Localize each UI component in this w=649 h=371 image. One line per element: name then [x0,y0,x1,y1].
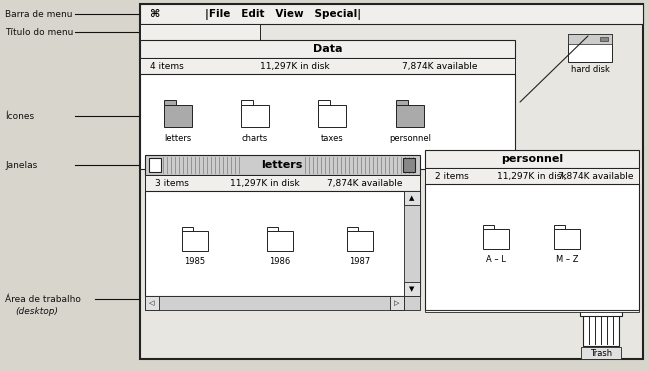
Text: A – L: A – L [486,255,506,263]
Bar [140,74,515,169]
Text: Área de trabalho: Área de trabalho [5,295,81,303]
Text: ▼: ▼ [410,286,415,292]
Text: 11,297K in disk: 11,297K in disk [230,178,300,187]
Text: 4 items: 4 items [150,62,184,70]
Bar [403,158,415,172]
Bar [396,105,424,127]
Bar [581,347,621,359]
Text: ▷: ▷ [395,300,400,306]
Bar [404,191,420,205]
Text: 2 items: 2 items [435,171,469,181]
Bar [554,225,565,229]
Text: 7,874K available: 7,874K available [327,178,403,187]
Text: ◁: ◁ [149,300,154,306]
Bar [600,37,608,41]
Text: 3 items: 3 items [155,178,189,187]
Text: 11,297K in disk: 11,297K in disk [260,62,330,70]
Bar [241,100,253,105]
Text: Trash: Trash [590,348,612,358]
Bar [140,4,643,359]
Text: charts: charts [242,134,268,142]
Bar [580,308,622,316]
Bar [483,225,494,229]
Bar [140,4,643,24]
Bar [318,105,346,127]
Text: 7,874K available: 7,874K available [402,62,478,70]
Text: 1985: 1985 [184,256,206,266]
Text: 11,297K in disk: 11,297K in disk [497,171,567,181]
Bar [583,314,619,346]
Bar [267,227,278,231]
Text: 1987: 1987 [349,256,371,266]
Bar [182,231,208,251]
Text: 1986: 1986 [269,256,291,266]
Bar [390,296,404,310]
Bar [145,191,420,296]
Bar [164,105,192,127]
Bar [347,227,358,231]
Bar [140,40,515,58]
Bar [267,231,293,251]
Text: M – Z: M – Z [556,255,578,263]
Bar [145,175,420,191]
Text: 7,874K available: 7,874K available [559,171,634,181]
Bar [145,155,420,175]
Bar [568,34,612,62]
Text: Ícones: Ícones [5,112,34,121]
Text: Barra de menu: Barra de menu [5,10,73,19]
Bar [483,229,509,249]
Bar [425,168,639,184]
Text: hard disk: hard disk [570,65,609,73]
Text: (desktop): (desktop) [15,306,58,315]
Bar [145,296,159,310]
Text: |File   Edit   View   Special|: |File Edit View Special| [205,9,361,20]
Bar [396,100,408,105]
Bar [404,282,420,296]
Bar [140,58,515,74]
Text: Janelas: Janelas [5,161,37,170]
Text: personnel: personnel [501,154,563,164]
Bar [164,100,176,105]
Bar [140,24,260,40]
Text: Data: Data [313,44,342,54]
Bar [149,158,161,172]
Bar [425,150,639,168]
Bar [404,296,420,310]
Bar [318,100,330,105]
Text: ⌘: ⌘ [149,9,159,19]
Bar [347,231,373,251]
Bar [425,184,639,310]
Bar [425,310,639,312]
Bar [182,227,193,231]
Text: letters: letters [262,160,302,170]
Text: letters: letters [164,134,191,142]
Bar [593,304,609,310]
Text: personnel: personnel [389,134,431,142]
Bar [404,191,420,296]
Text: taxes: taxes [321,134,343,142]
Text: Título do menu: Título do menu [5,27,73,36]
Bar [554,229,580,249]
Text: ▲: ▲ [410,195,415,201]
Bar [568,34,612,44]
Bar [145,296,404,310]
Bar [241,105,269,127]
